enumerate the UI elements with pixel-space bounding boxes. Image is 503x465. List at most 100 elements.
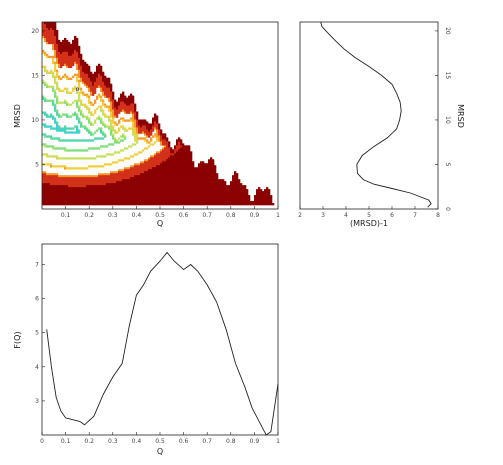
marginal-frame (299, 21, 439, 210)
contour-cell (54, 89, 57, 92)
contour-cell (206, 189, 209, 192)
contour-cell (138, 167, 141, 170)
contour-cell (84, 177, 87, 180)
contour-cell (270, 195, 273, 198)
contour-cell (178, 181, 181, 184)
contour-cell (90, 195, 93, 198)
contour-cell (116, 109, 119, 112)
contour-cell (52, 145, 55, 148)
contour-cell (88, 189, 91, 192)
contour-cell (128, 105, 131, 108)
contour-cell (176, 169, 179, 172)
contour-cell (210, 163, 213, 166)
contour-cell (202, 185, 205, 188)
contour-cell (146, 169, 149, 172)
contour-cell (46, 193, 49, 196)
contour-cell (172, 203, 175, 206)
contour-cell (142, 169, 145, 172)
contour-cell (90, 191, 93, 194)
contour-cell (114, 187, 117, 190)
contour-cell (58, 147, 61, 150)
contour-cell (124, 103, 127, 106)
contour-cell (76, 57, 79, 61)
contour-cell (60, 43, 63, 47)
contour-cell (152, 157, 155, 160)
contour-cell (92, 201, 95, 204)
contour-cell (148, 165, 151, 168)
contour-cell (198, 197, 201, 200)
contour-cell (68, 149, 71, 152)
contour-cell (102, 85, 105, 88)
contour-cell (60, 195, 63, 198)
contour-cell (100, 107, 103, 110)
contour-cell (138, 165, 141, 168)
contour-cell (80, 157, 83, 160)
contour-cell (68, 55, 71, 59)
contour-cell (174, 165, 177, 168)
contour-cell (180, 151, 183, 154)
contour-cell (122, 175, 125, 178)
contour-cell (138, 175, 141, 178)
contour-cell (98, 137, 101, 140)
contour-cell (272, 203, 275, 206)
contour-cell (66, 87, 69, 90)
contour-cell (226, 189, 229, 192)
contour-cell (188, 179, 191, 182)
contour-cell (56, 175, 59, 178)
contour-cell (220, 179, 223, 182)
contour-cell (68, 57, 71, 61)
contour-cell (212, 175, 215, 178)
contour-cell (128, 127, 131, 130)
contour-cell (68, 127, 71, 130)
contour-cell (102, 185, 105, 188)
contour-cell (42, 35, 45, 39)
contour-cell (60, 53, 63, 57)
contour-cell (148, 157, 151, 160)
contour-cell (166, 141, 169, 144)
contour-cell (66, 103, 69, 106)
contour-cell (104, 155, 107, 158)
contour-cell (72, 149, 75, 152)
contour-cell (52, 201, 55, 204)
contour-cell (76, 55, 79, 59)
contour-cell (216, 193, 219, 196)
contour-cell (164, 195, 167, 198)
contour-cell (90, 177, 93, 180)
contour-cell (66, 113, 69, 116)
contour-cell (232, 175, 235, 178)
contour-cell (154, 163, 157, 166)
contour-cell (102, 177, 105, 180)
contour-cell (206, 201, 209, 204)
contour-cell (130, 173, 133, 176)
contour-cell (88, 67, 91, 71)
contour-cell (126, 199, 129, 202)
contour-cell (132, 181, 135, 184)
contour-cell (110, 199, 113, 202)
contour-cell (184, 161, 187, 164)
contour-cell (152, 193, 155, 196)
contour-cell (76, 65, 79, 69)
contour-cell (154, 165, 157, 168)
contour-cell (186, 149, 189, 152)
contour-cell (118, 151, 121, 154)
contour-cell (244, 197, 247, 200)
contour-cell (58, 113, 61, 116)
contour-cell (44, 143, 47, 146)
contour-cell (152, 143, 155, 146)
contour-cell (180, 187, 183, 190)
contour-cell (154, 159, 157, 162)
contour-cell (120, 101, 123, 104)
contour-cell (188, 197, 191, 200)
contour-cell (180, 155, 183, 158)
contour-cell (178, 165, 181, 168)
contour-cell (138, 193, 141, 196)
contour-cell (254, 197, 257, 200)
contour-cell (108, 99, 111, 102)
contour-cell (98, 187, 101, 190)
contour-cell (152, 121, 155, 124)
free-energy-x-tick-label: 0.4 (132, 438, 142, 445)
contour-cell (140, 161, 143, 164)
contour-cell (66, 185, 69, 188)
free-energy-x-tick-label: 0.3 (108, 438, 118, 445)
contour-cell (176, 151, 179, 154)
